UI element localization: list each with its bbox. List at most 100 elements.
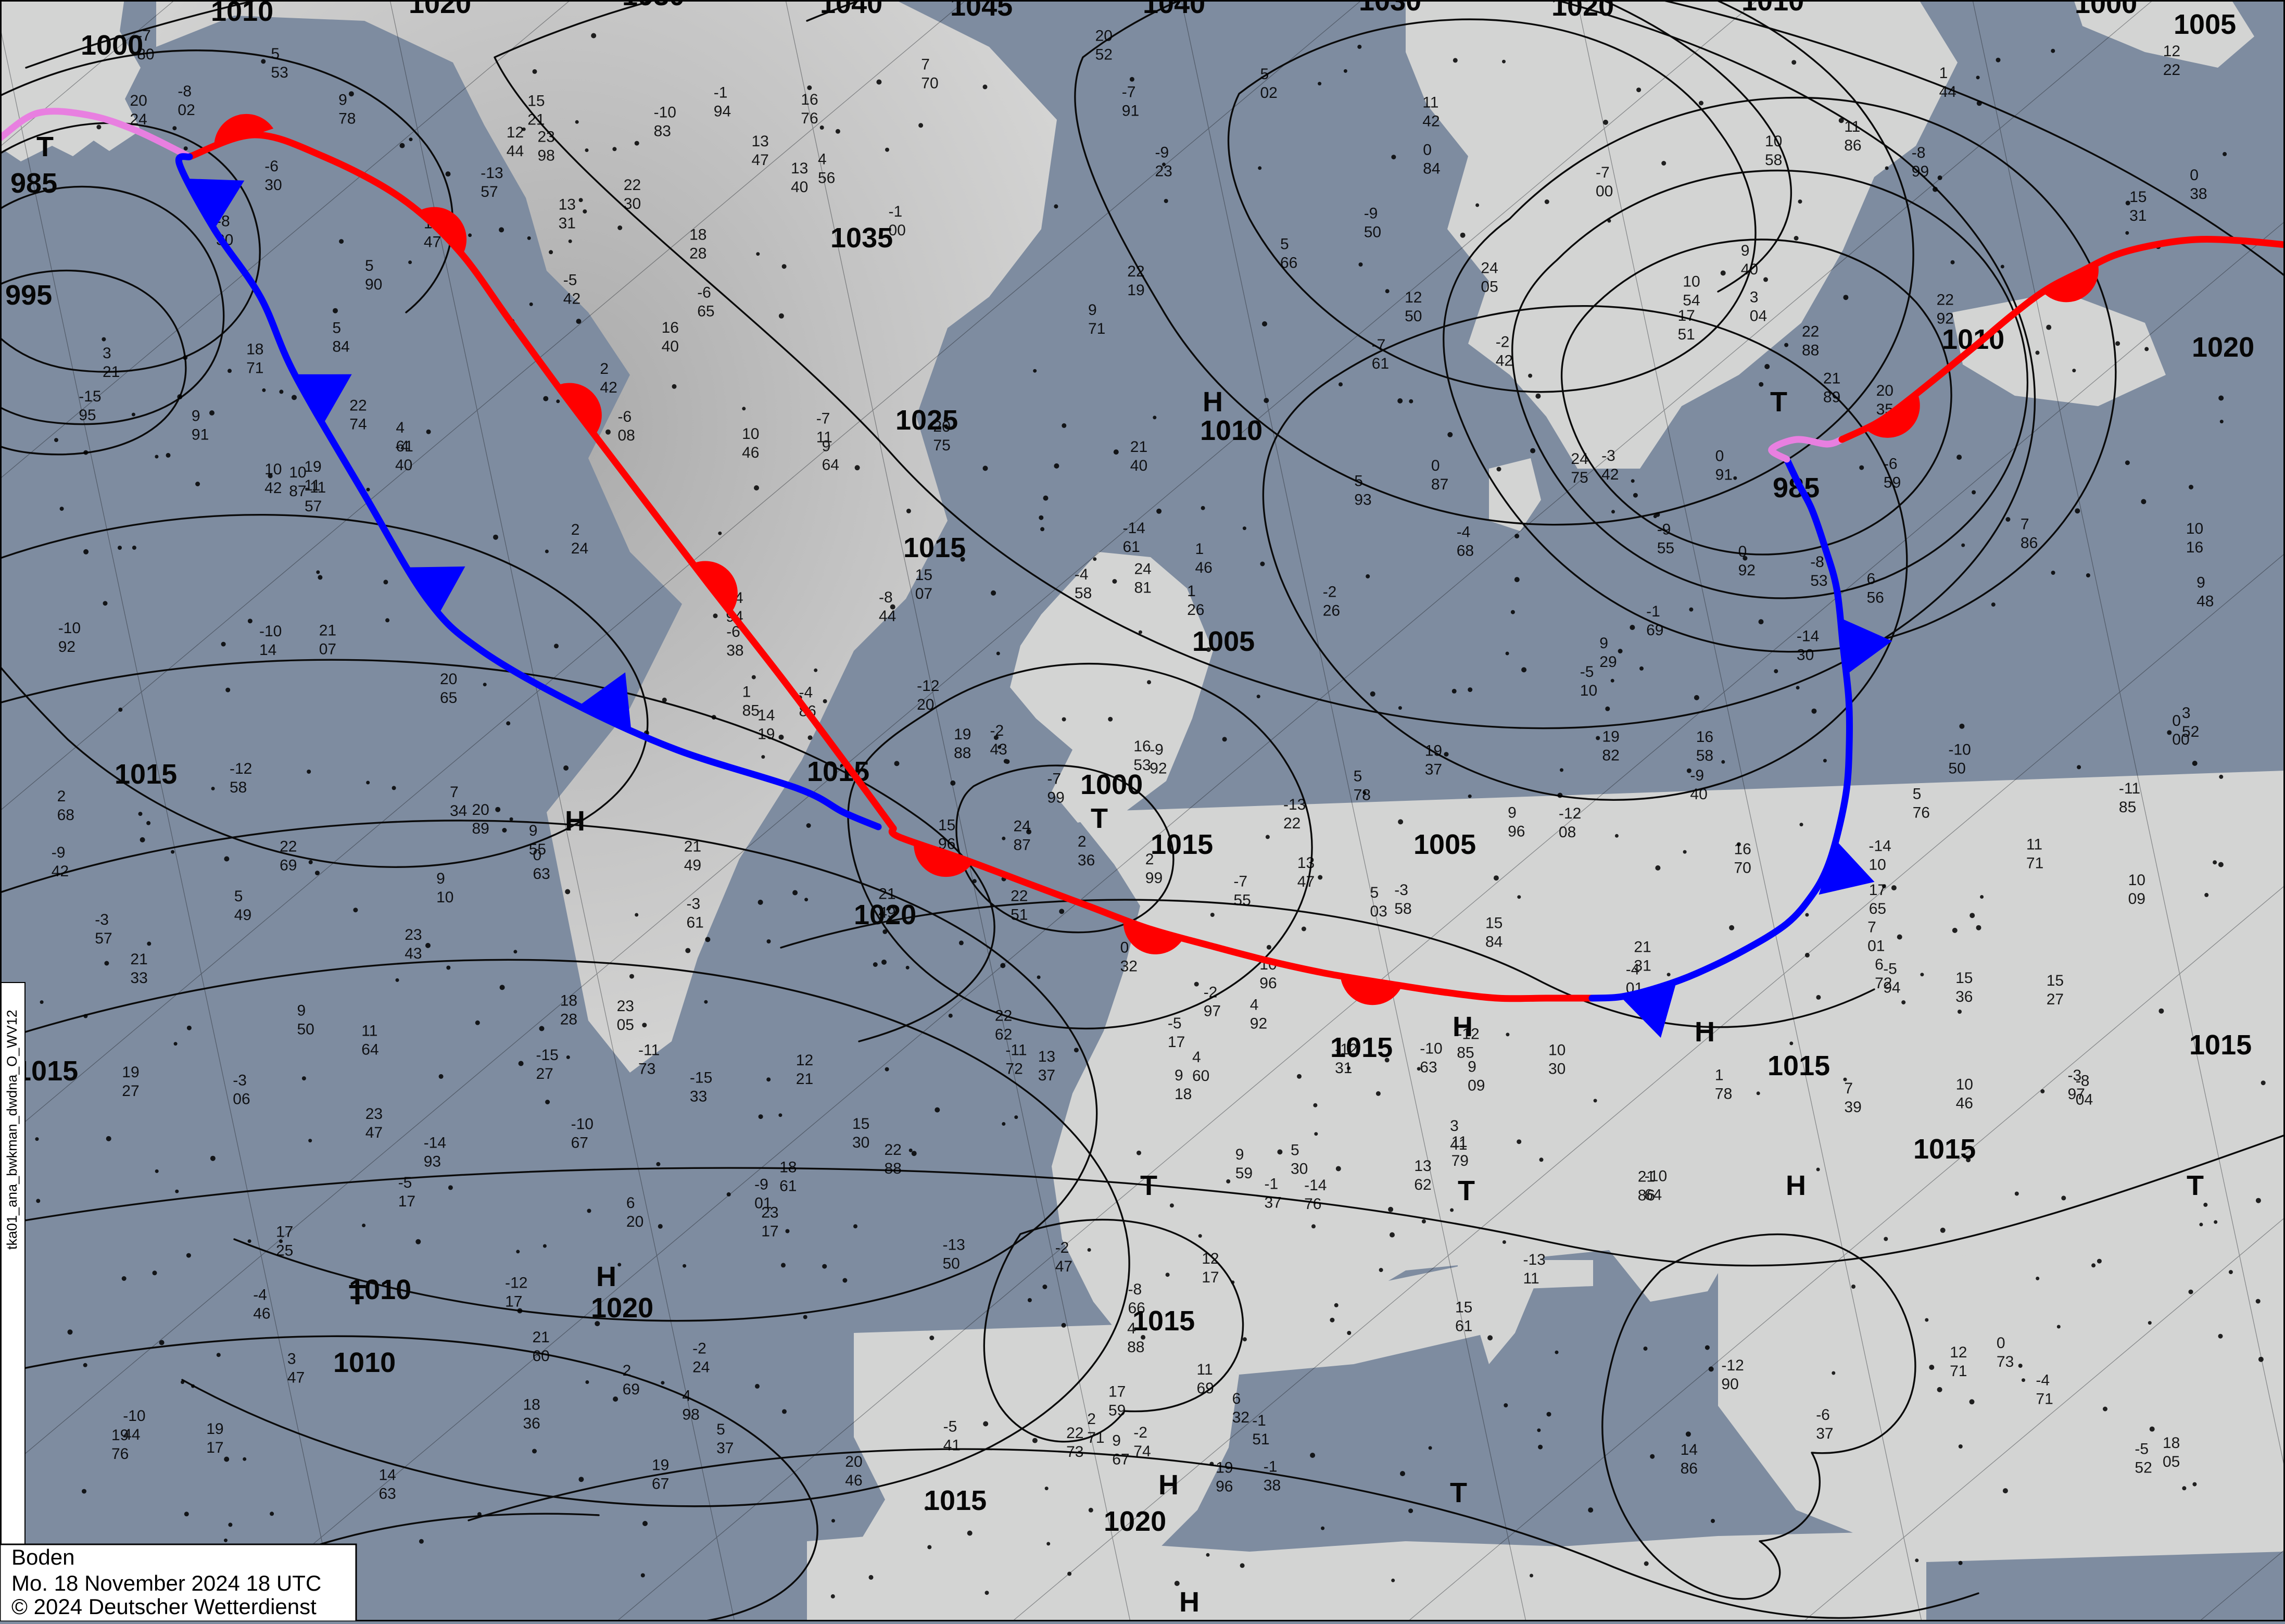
- svg-text:93: 93: [1354, 491, 1371, 508]
- svg-text:55: 55: [1233, 891, 1251, 909]
- svg-text:1040: 1040: [1143, 0, 1205, 19]
- svg-text:40: 40: [662, 338, 679, 355]
- svg-text:-7: -7: [1233, 873, 1247, 890]
- svg-text:-3: -3: [1601, 447, 1615, 464]
- svg-text:-10: -10: [1420, 1040, 1442, 1058]
- svg-text:10: 10: [1580, 682, 1597, 699]
- svg-text:10: 10: [1765, 133, 1782, 150]
- svg-text:5: 5: [1370, 884, 1379, 901]
- svg-text:04: 04: [1750, 308, 1767, 325]
- svg-text:06: 06: [233, 1091, 250, 1108]
- svg-text:1020: 1020: [1551, 0, 1614, 22]
- svg-text:15: 15: [1455, 1299, 1472, 1316]
- svg-text:16: 16: [1696, 728, 1713, 746]
- svg-text:Boden: Boden: [11, 1545, 74, 1569]
- svg-text:24: 24: [1481, 260, 1498, 277]
- svg-text:01: 01: [1867, 938, 1885, 955]
- svg-text:1010: 1010: [211, 0, 273, 27]
- svg-text:-4: -4: [2036, 1371, 2050, 1389]
- svg-text:76: 76: [1913, 804, 1930, 821]
- svg-text:1005: 1005: [2174, 9, 2236, 40]
- svg-text:22: 22: [885, 1141, 902, 1159]
- svg-text:47: 47: [1297, 873, 1315, 890]
- svg-text:-6: -6: [618, 408, 632, 425]
- svg-text:36: 36: [1078, 852, 1095, 869]
- svg-text:Mo. 18 November 2024 18 UTC: Mo. 18 November 2024 18 UTC: [11, 1571, 321, 1595]
- svg-text:1045: 1045: [950, 0, 1013, 22]
- svg-text:-7: -7: [816, 410, 830, 427]
- svg-text:46: 46: [253, 1305, 270, 1322]
- svg-text:69: 69: [1197, 1380, 1214, 1397]
- svg-text:50: 50: [1405, 308, 1422, 325]
- svg-text:34: 34: [450, 802, 467, 820]
- svg-text:H: H: [1179, 1587, 1200, 1618]
- svg-text:13: 13: [1414, 1157, 1431, 1175]
- svg-text:42: 42: [563, 290, 580, 307]
- svg-text:5: 5: [332, 319, 341, 336]
- svg-text:71: 71: [1087, 1429, 1104, 1446]
- svg-text:21: 21: [796, 1071, 813, 1088]
- svg-text:10: 10: [742, 425, 759, 443]
- svg-text:1005: 1005: [1413, 829, 1476, 860]
- svg-text:-8: -8: [879, 589, 893, 606]
- svg-text:33: 33: [690, 1088, 707, 1105]
- svg-text:-10: -10: [654, 104, 676, 121]
- svg-text:19: 19: [122, 1064, 139, 1081]
- svg-text:-10: -10: [571, 1116, 594, 1133]
- svg-text:23: 23: [617, 998, 634, 1015]
- svg-text:-2: -2: [1323, 583, 1337, 600]
- svg-text:-2: -2: [1055, 1239, 1069, 1256]
- svg-text:88: 88: [954, 745, 971, 762]
- svg-text:6: 6: [1232, 1390, 1241, 1407]
- svg-text:5: 5: [234, 888, 243, 905]
- svg-text:11: 11: [816, 429, 832, 446]
- svg-text:-12: -12: [1559, 805, 1581, 822]
- svg-text:22: 22: [1937, 292, 1954, 309]
- svg-text:27: 27: [2047, 991, 2064, 1008]
- svg-text:52: 52: [2182, 723, 2199, 740]
- svg-text:62: 62: [995, 1026, 1012, 1043]
- svg-text:5: 5: [1354, 767, 1362, 785]
- svg-text:-1: -1: [714, 84, 728, 102]
- svg-text:17: 17: [761, 1223, 778, 1240]
- svg-text:89: 89: [1823, 389, 1840, 406]
- svg-text:78: 78: [1354, 786, 1371, 803]
- svg-text:1040: 1040: [820, 0, 882, 19]
- svg-text:1000: 1000: [1080, 769, 1143, 800]
- svg-text:41: 41: [1450, 1136, 1467, 1153]
- svg-text:T: T: [36, 131, 54, 162]
- svg-text:995: 995: [5, 280, 52, 311]
- svg-text:47: 47: [365, 1124, 383, 1141]
- svg-text:24: 24: [692, 1359, 710, 1376]
- svg-text:tka01_ana_bwkman_dwdna_O_WV12: tka01_ana_bwkman_dwdna_O_WV12: [4, 1010, 20, 1250]
- svg-text:49: 49: [684, 857, 701, 874]
- svg-text:-12: -12: [505, 1274, 527, 1291]
- svg-text:56: 56: [1867, 589, 1884, 606]
- svg-text:09: 09: [1468, 1077, 1485, 1094]
- svg-text:36: 36: [1955, 988, 1973, 1005]
- svg-text:76: 76: [1304, 1195, 1321, 1213]
- svg-text:22: 22: [1802, 323, 1819, 340]
- svg-text:88: 88: [885, 1160, 902, 1177]
- svg-text:67: 67: [1112, 1451, 1129, 1468]
- svg-text:-11: -11: [2119, 780, 2140, 797]
- svg-text:9: 9: [338, 91, 347, 108]
- svg-text:47: 47: [1055, 1258, 1072, 1275]
- svg-text:-14: -14: [424, 1135, 446, 1152]
- svg-text:96: 96: [1508, 823, 1525, 840]
- svg-text:-10: -10: [259, 623, 282, 640]
- svg-text:36: 36: [523, 1415, 540, 1432]
- svg-text:1: 1: [742, 683, 751, 700]
- svg-text:-3: -3: [95, 911, 109, 928]
- svg-text:30: 30: [852, 1134, 869, 1151]
- svg-text:22: 22: [1283, 815, 1301, 832]
- svg-text:12: 12: [2163, 43, 2180, 60]
- svg-text:10: 10: [1548, 1041, 1566, 1059]
- svg-text:15: 15: [938, 817, 955, 834]
- svg-text:20: 20: [845, 1453, 862, 1470]
- svg-text:10: 10: [1869, 857, 1886, 874]
- svg-text:9: 9: [297, 1002, 306, 1019]
- svg-text:-9: -9: [1657, 521, 1671, 538]
- svg-text:1000: 1000: [2075, 0, 2137, 19]
- svg-text:13: 13: [752, 133, 769, 150]
